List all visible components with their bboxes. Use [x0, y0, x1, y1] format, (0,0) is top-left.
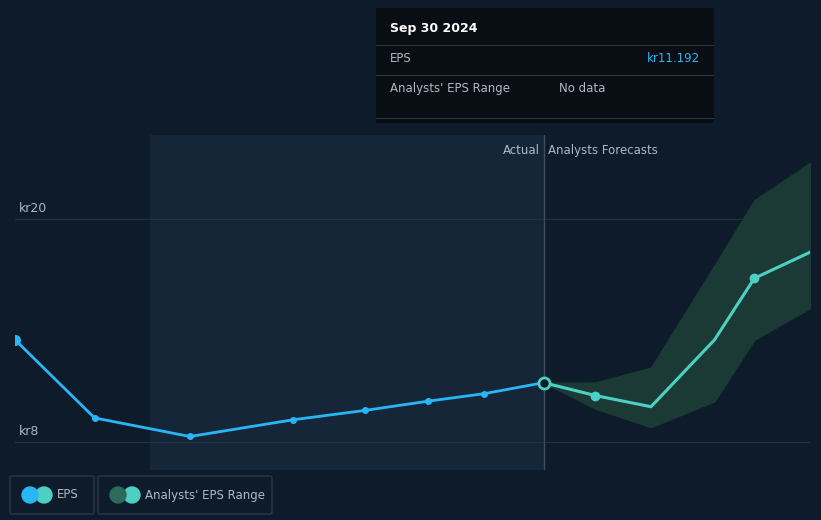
Text: Actual: Actual — [502, 145, 539, 158]
FancyBboxPatch shape — [98, 476, 272, 514]
Circle shape — [124, 487, 140, 503]
Text: Analysts Forecasts: Analysts Forecasts — [548, 145, 658, 158]
Text: kr20: kr20 — [19, 202, 48, 215]
Text: EPS: EPS — [57, 488, 79, 501]
FancyBboxPatch shape — [10, 476, 94, 514]
Text: Analysts' EPS Range: Analysts' EPS Range — [389, 82, 510, 95]
Text: No data: No data — [558, 82, 605, 95]
Text: kr11.192: kr11.192 — [647, 51, 700, 64]
Text: Analysts' EPS Range: Analysts' EPS Range — [145, 488, 265, 501]
Text: kr8: kr8 — [19, 425, 39, 438]
Bar — [150, 135, 544, 470]
Text: EPS: EPS — [389, 51, 411, 64]
Circle shape — [22, 487, 38, 503]
Circle shape — [36, 487, 52, 503]
Text: Sep 30 2024: Sep 30 2024 — [389, 22, 477, 35]
Circle shape — [110, 487, 126, 503]
